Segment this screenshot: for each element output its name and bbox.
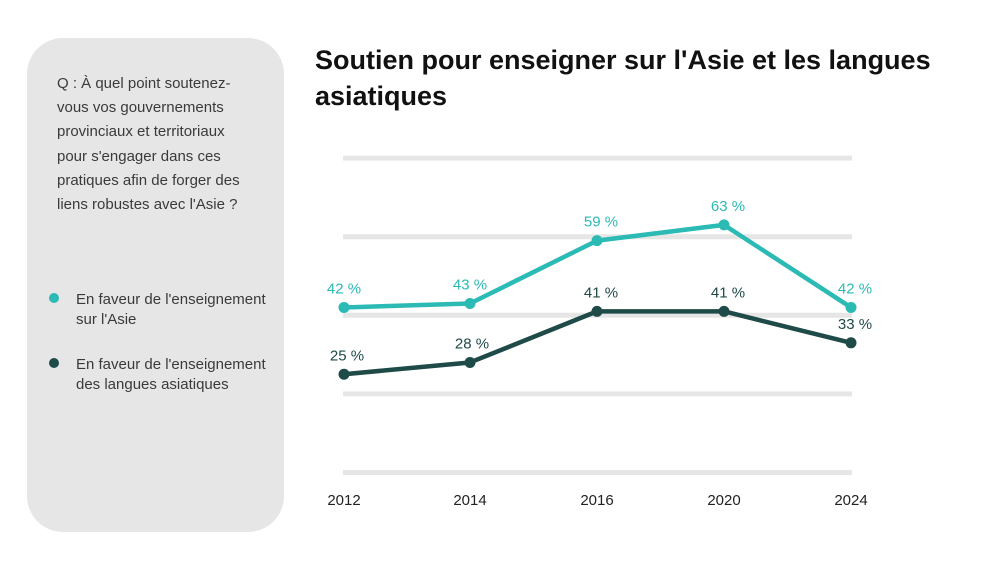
x-tick-label: 2020 <box>707 492 740 509</box>
legend-label: En faveur de l'enseignement sur l'Asie <box>76 291 266 328</box>
data-point <box>591 305 603 317</box>
data-point <box>464 298 476 310</box>
chart-title: Soutien pour enseigner sur l'Asie et les… <box>315 45 931 111</box>
series-line <box>341 309 854 377</box>
legend-item-languages: En faveur de l'enseignement des langues … <box>47 355 272 395</box>
data-label: 41 % <box>711 284 745 301</box>
data-label: 43 % <box>453 277 487 294</box>
question-text: Q : À quel point soutenez-vous vos gouve… <box>57 75 240 214</box>
data-point <box>845 301 857 313</box>
legend: En faveur de l'enseignement sur l'Asie E… <box>47 290 272 420</box>
legend-dot-icon <box>49 293 59 303</box>
data-point <box>338 368 350 380</box>
legend-label: En faveur de l'enseignement des langues … <box>76 356 266 393</box>
x-tick-label: 2012 <box>327 492 360 509</box>
question-panel: Q : À quel point soutenez-vous vos gouve… <box>27 38 284 532</box>
data-label: 33 % <box>838 316 872 333</box>
x-tick-label: 2016 <box>580 492 613 509</box>
data-label: 42 % <box>838 280 872 297</box>
data-label: 25 % <box>330 347 364 364</box>
legend-item-asia: En faveur de l'enseignement sur l'Asie <box>47 290 272 330</box>
data-label: 42 % <box>327 280 361 297</box>
data-label: 63 % <box>711 198 745 215</box>
data-label: 59 % <box>584 214 618 231</box>
data-point <box>591 235 603 247</box>
data-point <box>464 356 476 368</box>
data-point <box>338 301 350 313</box>
legend-dot-icon <box>49 358 59 368</box>
data-point <box>718 219 730 231</box>
data-point <box>718 305 730 317</box>
data-point <box>845 337 857 349</box>
x-tick-label: 2024 <box>834 492 867 509</box>
data-label: 41 % <box>584 284 618 301</box>
x-tick-label: 2014 <box>453 492 486 509</box>
data-label: 28 % <box>455 335 489 352</box>
